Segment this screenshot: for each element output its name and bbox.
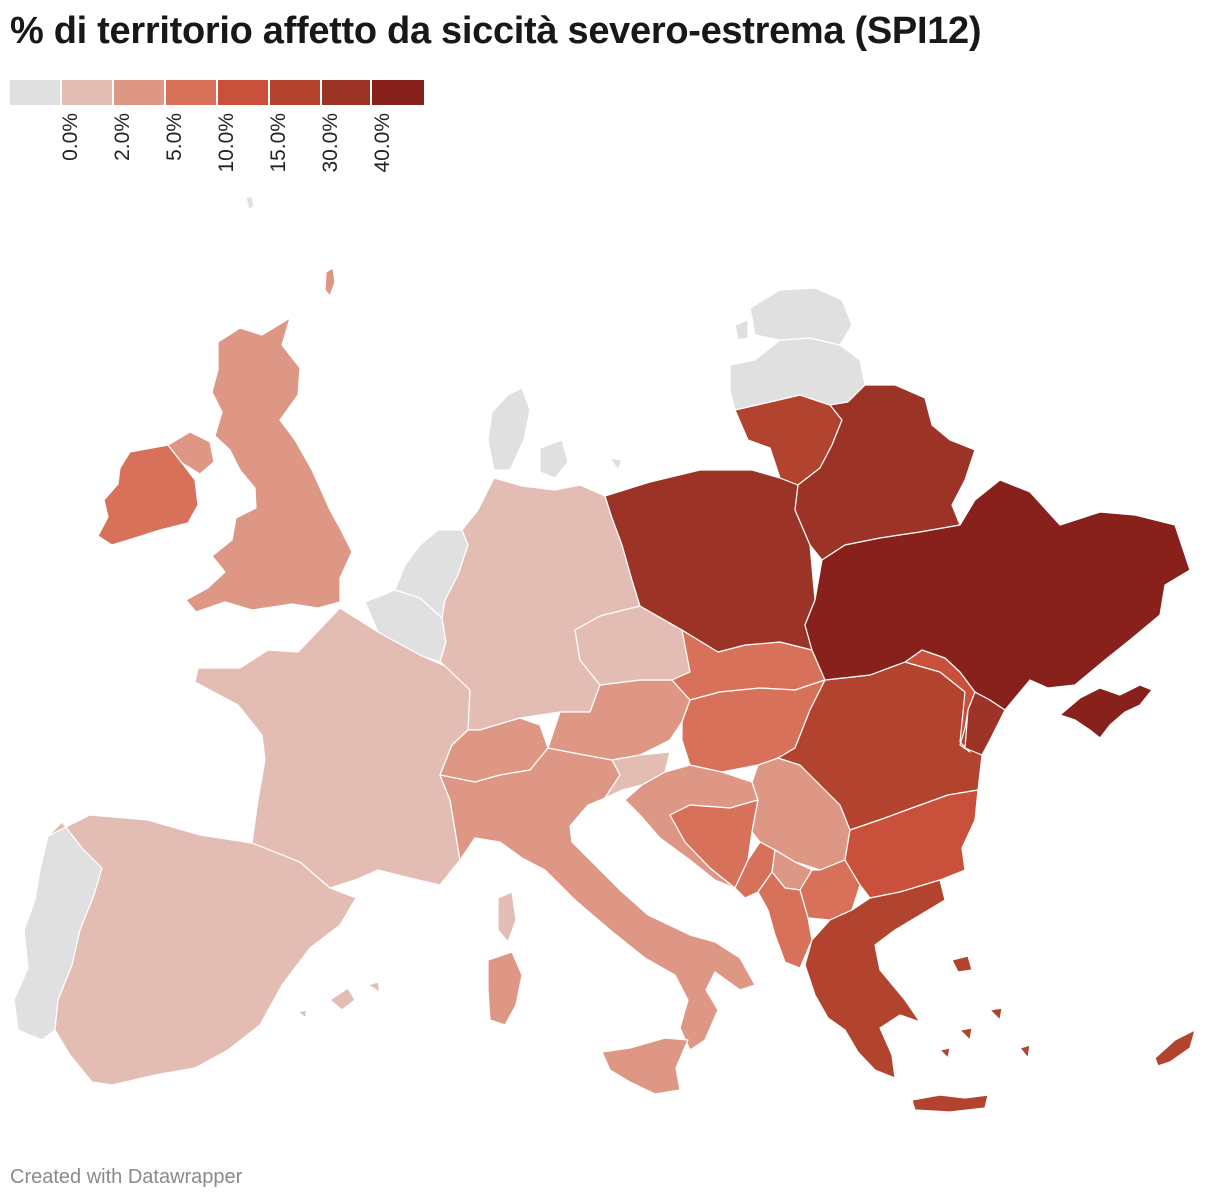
region-denmark[interactable]	[487, 387, 623, 479]
legend-swatch	[10, 80, 60, 105]
legend-swatch	[166, 80, 216, 105]
legend-swatch	[114, 80, 164, 105]
region-norway-fragment[interactable]	[324, 267, 336, 297]
region-balearic-islands[interactable]	[297, 981, 381, 1019]
legend-swatch	[322, 80, 370, 105]
region-united-kingdom[interactable]	[185, 317, 353, 613]
region-estonia[interactable]	[734, 287, 853, 346]
region-crete[interactable]	[911, 1094, 989, 1113]
region-greece[interactable]	[804, 879, 946, 1079]
region-ukraine[interactable]	[804, 479, 1191, 711]
region-bosnia[interactable]	[669, 799, 759, 889]
legend-swatch	[62, 80, 112, 105]
region-sicily[interactable]	[601, 1037, 689, 1095]
legend-swatch	[372, 80, 424, 105]
region-cyprus[interactable]	[1154, 1029, 1196, 1067]
region-corsica[interactable]	[497, 891, 517, 943]
color-legend: 0.0% 2.0% 5.0% 10.0% 15.0% 30.0% 40.0%	[10, 80, 430, 190]
legend-swatch	[218, 80, 268, 105]
region-bulgaria[interactable]	[844, 789, 979, 899]
region-ireland[interactable]	[97, 444, 199, 546]
region-sardinia[interactable]	[487, 951, 523, 1026]
region-iceland-fragment[interactable]	[245, 195, 255, 211]
region-northern-ireland[interactable]	[167, 431, 215, 475]
attribution-credit[interactable]: Created with Datawrapper	[10, 1166, 243, 1188]
region-aegean-islands[interactable]	[939, 955, 1031, 1059]
map-title: % di territorio affetto da siccità sever…	[10, 10, 982, 52]
region-belarus[interactable]	[794, 384, 976, 561]
europe-choropleth-map	[13, 195, 1196, 1113]
region-crimea[interactable]	[1059, 684, 1153, 739]
legend-swatch	[270, 80, 320, 105]
